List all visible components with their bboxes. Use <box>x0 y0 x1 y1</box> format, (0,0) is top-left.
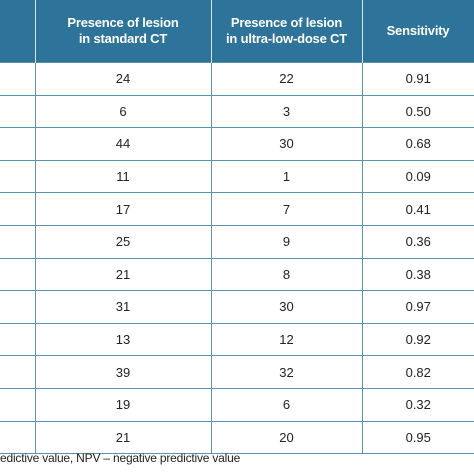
table-row: 11 1 0.09 <box>0 159 474 194</box>
table-header: Presence of lesion in standard CT Presen… <box>0 0 474 63</box>
row-label-cell <box>0 257 36 292</box>
table-row: 17 7 0.41 <box>0 192 474 226</box>
ultra-low-dose-ct-cell: 6 <box>210 387 363 422</box>
standard-ct-cell: 6 <box>34 94 212 129</box>
table-row: 21 20 0.95 <box>0 420 474 455</box>
table-row: 24 22 0.91 <box>0 62 474 96</box>
standard-ct-cell: 24 <box>34 62 212 96</box>
standard-ct-cell: 19 <box>34 387 212 422</box>
standard-ct-cell: 44 <box>34 127 212 161</box>
table-row: 19 6 0.32 <box>0 387 474 422</box>
ultra-low-dose-ct-cell: 3 <box>210 94 363 129</box>
sensitivity-cell: 0.91 <box>361 62 474 96</box>
ultra-low-dose-ct-cell: 1 <box>210 159 363 194</box>
header-line: in standard CT <box>78 31 168 46</box>
header-row: Presence of lesion in standard CT Presen… <box>0 0 474 63</box>
standard-ct-cell: 13 <box>34 322 212 357</box>
row-label-cell <box>0 224 36 259</box>
ultra-low-dose-ct-cell: 32 <box>210 355 363 389</box>
sensitivity-cell: 0.36 <box>361 224 474 259</box>
standard-ct-cell: 25 <box>34 224 212 259</box>
sensitivity-cell: 0.92 <box>361 322 474 357</box>
table-row: 21 8 0.38 <box>0 257 474 292</box>
row-label-cell <box>0 387 36 422</box>
row-label-cell <box>0 322 36 357</box>
sensitivity-cell: 0.68 <box>361 127 474 161</box>
table-row: 13 12 0.92 <box>0 322 474 357</box>
ultra-low-dose-ct-cell: 22 <box>210 62 363 96</box>
sensitivity-cell: 0.41 <box>361 192 474 226</box>
results-table: Presence of lesion in standard CT Presen… <box>0 0 474 455</box>
ultra-low-dose-ct-cell: 8 <box>210 257 363 292</box>
table-row: 39 32 0.82 <box>0 355 474 389</box>
standard-ct-cell: 39 <box>34 355 212 389</box>
footnote: edictive value, NPV – negative predictiv… <box>0 451 241 465</box>
row-label-cell <box>0 192 36 226</box>
sensitivity-cell: 0.32 <box>361 387 474 422</box>
table-row: 6 3 0.50 <box>0 94 474 129</box>
row-label-cell <box>0 94 36 129</box>
row-label-cell <box>0 62 36 96</box>
row-label-cell <box>0 159 36 194</box>
sensitivity-cell: 0.95 <box>361 420 474 455</box>
ultra-low-dose-ct-cell: 30 <box>210 127 363 161</box>
header-line: Presence of lesion <box>67 15 179 30</box>
header-cell-sensitivity: Sensitivity <box>361 0 474 63</box>
header-line: Sensitivity <box>386 23 450 38</box>
sensitivity-cell: 0.50 <box>361 94 474 129</box>
row-label-cell <box>0 127 36 161</box>
header-line: Presence of lesion <box>230 15 343 30</box>
ultra-low-dose-ct-cell: 9 <box>210 224 363 259</box>
table-body: 24 22 0.91 6 3 0.50 44 30 0.68 11 1 0.09 17 7 0.41 25 9 0… <box>0 62 474 455</box>
sensitivity-cell: 0.97 <box>361 290 474 324</box>
header-line: in ultra-low-dose CT <box>226 31 347 46</box>
standard-ct-cell: 21 <box>34 420 212 455</box>
table-row: 25 9 0.36 <box>0 224 474 259</box>
header-cell-standard-ct: Presence of lesion in standard CT <box>34 0 212 63</box>
row-label-cell <box>0 355 36 389</box>
row-label-cell <box>0 420 36 455</box>
ultra-low-dose-ct-cell: 12 <box>210 322 363 357</box>
sensitivity-cell: 0.09 <box>361 159 474 194</box>
header-cell-ultra-low-dose-ct: Presence of lesion in ultra-low-dose CT <box>210 0 363 63</box>
standard-ct-cell: 31 <box>34 290 212 324</box>
standard-ct-cell: 21 <box>34 257 212 292</box>
table-row: 44 30 0.68 <box>0 127 474 161</box>
ultra-low-dose-ct-cell: 7 <box>210 192 363 226</box>
sensitivity-cell: 0.82 <box>361 355 474 389</box>
row-label-cell <box>0 290 36 324</box>
header-cell-label <box>0 0 36 63</box>
table-row: 31 30 0.97 <box>0 290 474 324</box>
ultra-low-dose-ct-cell: 30 <box>210 290 363 324</box>
sensitivity-cell: 0.38 <box>361 257 474 292</box>
ultra-low-dose-ct-cell: 20 <box>210 420 363 455</box>
standard-ct-cell: 11 <box>34 159 212 194</box>
standard-ct-cell: 17 <box>34 192 212 226</box>
